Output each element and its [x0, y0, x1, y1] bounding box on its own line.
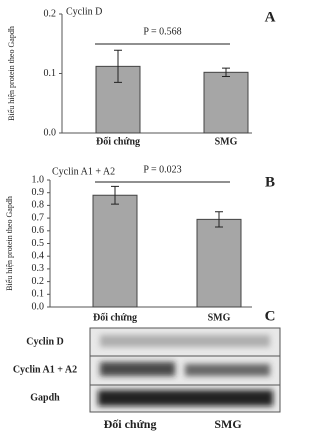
blot-column-label: SMG — [214, 417, 241, 431]
bar — [197, 219, 241, 307]
blot-column-label: Đối chứng — [104, 417, 157, 431]
annotation: P = 0.568 — [143, 26, 181, 37]
blot-row-label: Cyclin A1 + A2 — [13, 364, 77, 375]
blot-band — [185, 364, 270, 376]
annotation: P = 0.023 — [143, 164, 181, 175]
bar — [204, 72, 248, 133]
chart-title: Cyclin D — [66, 6, 102, 17]
blot-row-label: Cyclin D — [26, 336, 64, 347]
bar — [93, 195, 137, 307]
blot-band — [98, 390, 273, 406]
y-tick-label: 0.7 — [32, 212, 45, 223]
x-tick-label: SMG — [208, 312, 231, 323]
x-tick-label: Đối chứng — [96, 136, 140, 147]
panel-label: A — [265, 9, 276, 25]
x-tick-label: Đối chứng — [93, 312, 137, 323]
y-axis-label: Biểu hiện protein theo Gapdh — [5, 196, 14, 291]
chart-title: Cyclin A1 + A2 — [52, 166, 115, 177]
y-tick-label: 0.0 — [44, 127, 57, 138]
y-tick-label: 0.2 — [32, 276, 45, 287]
panel-label: B — [265, 174, 275, 190]
panel-label: C — [265, 308, 276, 324]
y-tick-label: 1.0 — [32, 174, 45, 185]
y-tick-label: 0.1 — [44, 68, 57, 79]
y-tick-label: 0.8 — [32, 200, 45, 211]
figure: C Cyclin D Cyclin A1 + A2 Gapdh Đối chứn… — [0, 0, 282, 439]
y-tick-label: 0.2 — [44, 8, 57, 19]
x-tick-label: SMG — [215, 136, 238, 147]
blot-row-label: Gapdh — [30, 392, 60, 403]
blot-band — [100, 335, 270, 347]
y-tick-label: 0.6 — [32, 225, 45, 236]
y-tick-label: 0.0 — [32, 301, 45, 312]
y-tick-label: 0.9 — [32, 187, 45, 198]
y-tick-label: 0.5 — [32, 238, 45, 249]
y-tick-label: 0.1 — [32, 289, 45, 300]
y-tick-label: 0.3 — [32, 263, 45, 274]
y-tick-label: 0.4 — [32, 250, 45, 261]
blot-band — [100, 362, 175, 376]
y-axis-label: Biểu hiện protein theo Gapdh — [7, 26, 16, 121]
